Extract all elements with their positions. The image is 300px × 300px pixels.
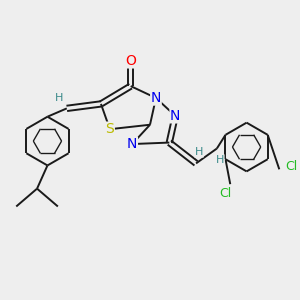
Text: N: N [170, 109, 181, 123]
Text: S: S [106, 122, 114, 136]
Text: Cl: Cl [285, 160, 297, 173]
Text: H: H [216, 155, 224, 165]
Text: N: N [127, 137, 137, 151]
Text: H: H [195, 147, 203, 157]
Text: H: H [55, 93, 64, 103]
Text: N: N [151, 91, 161, 105]
Text: O: O [125, 54, 136, 68]
Text: Cl: Cl [220, 187, 232, 200]
